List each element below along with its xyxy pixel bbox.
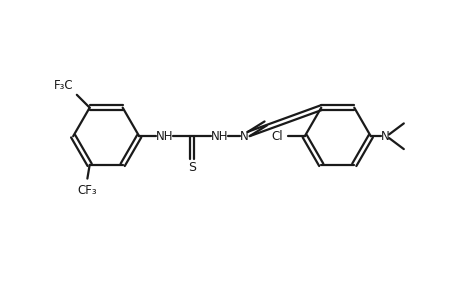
Text: Cl: Cl — [271, 130, 282, 143]
Text: F₃C: F₃C — [54, 79, 73, 92]
Text: N: N — [380, 130, 389, 143]
Text: S: S — [188, 161, 196, 174]
Text: CF₃: CF₃ — [78, 184, 97, 197]
Text: NH: NH — [210, 130, 228, 143]
Text: N: N — [240, 130, 248, 143]
Text: NH: NH — [155, 130, 173, 143]
